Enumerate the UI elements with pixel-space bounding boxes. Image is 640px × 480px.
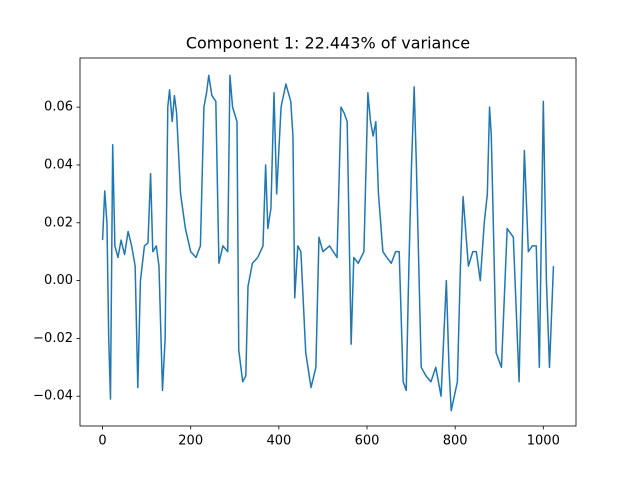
x-tick-label: 1000 xyxy=(527,434,560,449)
chart-title: Component 1: 22.443% of variance xyxy=(186,34,470,53)
y-tick-label: 0.02 xyxy=(44,215,73,230)
x-tick-label: 200 xyxy=(178,434,203,449)
y-tick-label: −0.04 xyxy=(33,389,73,404)
y-tick-label: 0.04 xyxy=(44,157,73,172)
y-tick-label: 0.00 xyxy=(44,273,73,288)
x-tick-label: 800 xyxy=(443,434,468,449)
y-tick-label: −0.02 xyxy=(33,331,73,346)
x-tick-label: 400 xyxy=(266,434,291,449)
x-tick-label: 600 xyxy=(355,434,380,449)
axes-frame xyxy=(79,57,577,427)
x-tick-label: 0 xyxy=(98,434,106,449)
data-line xyxy=(101,74,555,412)
y-tick-label: 0.06 xyxy=(44,100,73,115)
